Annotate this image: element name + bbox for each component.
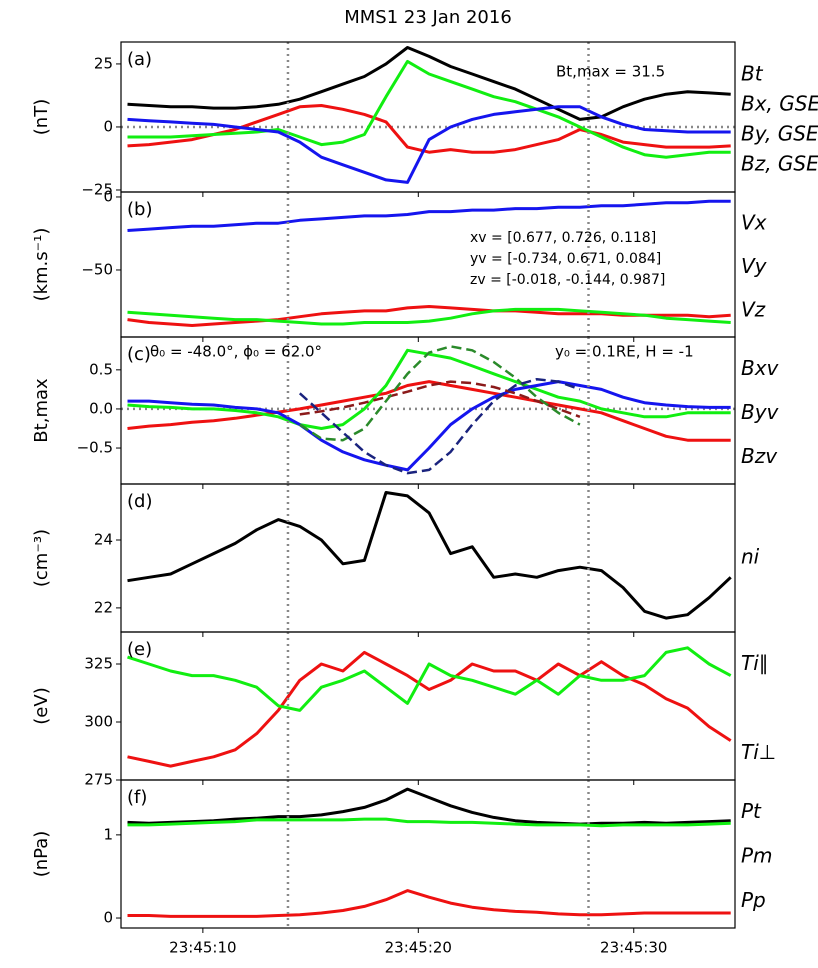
data-line	[127, 380, 731, 472]
data-line	[127, 46, 731, 121]
legend-entry: Pt	[741, 799, 762, 823]
y-axis-label: (nT)	[31, 99, 52, 135]
axes-frame	[120, 779, 736, 929]
legend-entry: Pp	[741, 888, 766, 912]
y-tick-label: 1	[103, 825, 113, 843]
data-line	[127, 646, 732, 712]
x-tick-label: 23:45:10	[169, 939, 236, 957]
y-tick-label: −0.5	[77, 439, 113, 457]
x-tick-label: 23:45:20	[385, 939, 452, 957]
plot-area	[121, 345, 735, 475]
y-axis-label: (cm⁻³)	[31, 529, 52, 587]
y-tick-label: 0	[103, 187, 113, 205]
y-tick-label: −25	[81, 180, 113, 198]
annotation: Bt,max = 31.5	[556, 63, 665, 81]
y-axis-label: Bt,max	[31, 378, 52, 443]
chart-title: MMS1 23 Jan 2016	[344, 7, 512, 28]
y-tick-label: 0	[103, 909, 113, 927]
panel-label: (b)	[127, 199, 152, 220]
legend-entry: By, GSE	[741, 122, 818, 146]
y-axis-label: (nPa)	[31, 831, 52, 878]
data-line	[127, 491, 732, 620]
y-tick-label: 24	[94, 531, 113, 549]
data-line	[127, 380, 731, 442]
y-tick-label: 300	[84, 713, 113, 731]
y-tick-label: 0.5	[89, 360, 113, 378]
y-tick-label: 0	[103, 117, 113, 135]
legend-entry: Bxv	[741, 356, 780, 380]
annotation: y₀ = 0.1RE, H = -1	[555, 343, 694, 361]
data-line	[127, 59, 731, 159]
annotation: xv = [0.677, 0.726, 0.118]	[470, 230, 656, 246]
plot-area	[127, 491, 732, 620]
panel-label: (c)	[127, 344, 151, 365]
plot-area	[127, 646, 732, 768]
legend-entry: Byv	[741, 400, 780, 424]
y-axis-label: (eV)	[31, 687, 52, 724]
legend-entry: Pm	[741, 843, 773, 867]
y-tick-label: 325	[84, 655, 113, 673]
plot-area	[121, 46, 735, 184]
legend-entry: Vz	[741, 297, 766, 321]
model-line	[298, 377, 581, 475]
y-tick-label: −50	[81, 260, 113, 278]
data-line	[127, 105, 731, 184]
x-tick-label: 23:45:30	[600, 939, 667, 957]
legend-entry: Bt	[741, 62, 764, 86]
legend-entry: Bzv	[741, 444, 778, 468]
legend-entry: ni	[741, 545, 760, 569]
panel-label: (a)	[127, 49, 152, 70]
data-line	[127, 650, 732, 768]
data-line	[127, 889, 731, 918]
legend-entry: Ti⊥	[741, 740, 776, 764]
legend-entry: Vy	[741, 254, 768, 278]
data-line	[127, 199, 731, 232]
data-line	[127, 104, 731, 154]
y-tick-label: 25	[94, 54, 113, 72]
plot-area	[127, 199, 731, 327]
legend-entry: Bx, GSE	[741, 92, 818, 116]
legend-entry: Vx	[741, 210, 767, 234]
annotation: θ₀ = -48.0°, ϕ₀ = 62.0°	[150, 343, 322, 361]
model-line	[299, 345, 581, 442]
y-tick-label: 22	[94, 598, 113, 616]
data-line	[127, 787, 731, 826]
y-tick-label: 0.0	[89, 399, 113, 417]
annotation: zv = [-0.018, -0.144, 0.987]	[470, 272, 665, 288]
legend-entry: Bz, GSE	[741, 152, 818, 176]
panel-label: (f)	[127, 787, 147, 808]
panel-label: (d)	[127, 491, 152, 512]
data-line	[127, 817, 731, 828]
annotation: yv = [-0.734, 0.671, 0.084]	[470, 251, 661, 267]
legend-entry: Ti∥	[741, 651, 769, 675]
y-tick-label: 275	[84, 771, 113, 789]
panel-label: (e)	[127, 639, 152, 660]
model-line	[299, 380, 581, 418]
data-line	[127, 348, 731, 430]
y-axis-label: (km.s⁻¹)	[31, 228, 52, 302]
data-line	[127, 307, 731, 326]
plot-area	[127, 787, 731, 918]
